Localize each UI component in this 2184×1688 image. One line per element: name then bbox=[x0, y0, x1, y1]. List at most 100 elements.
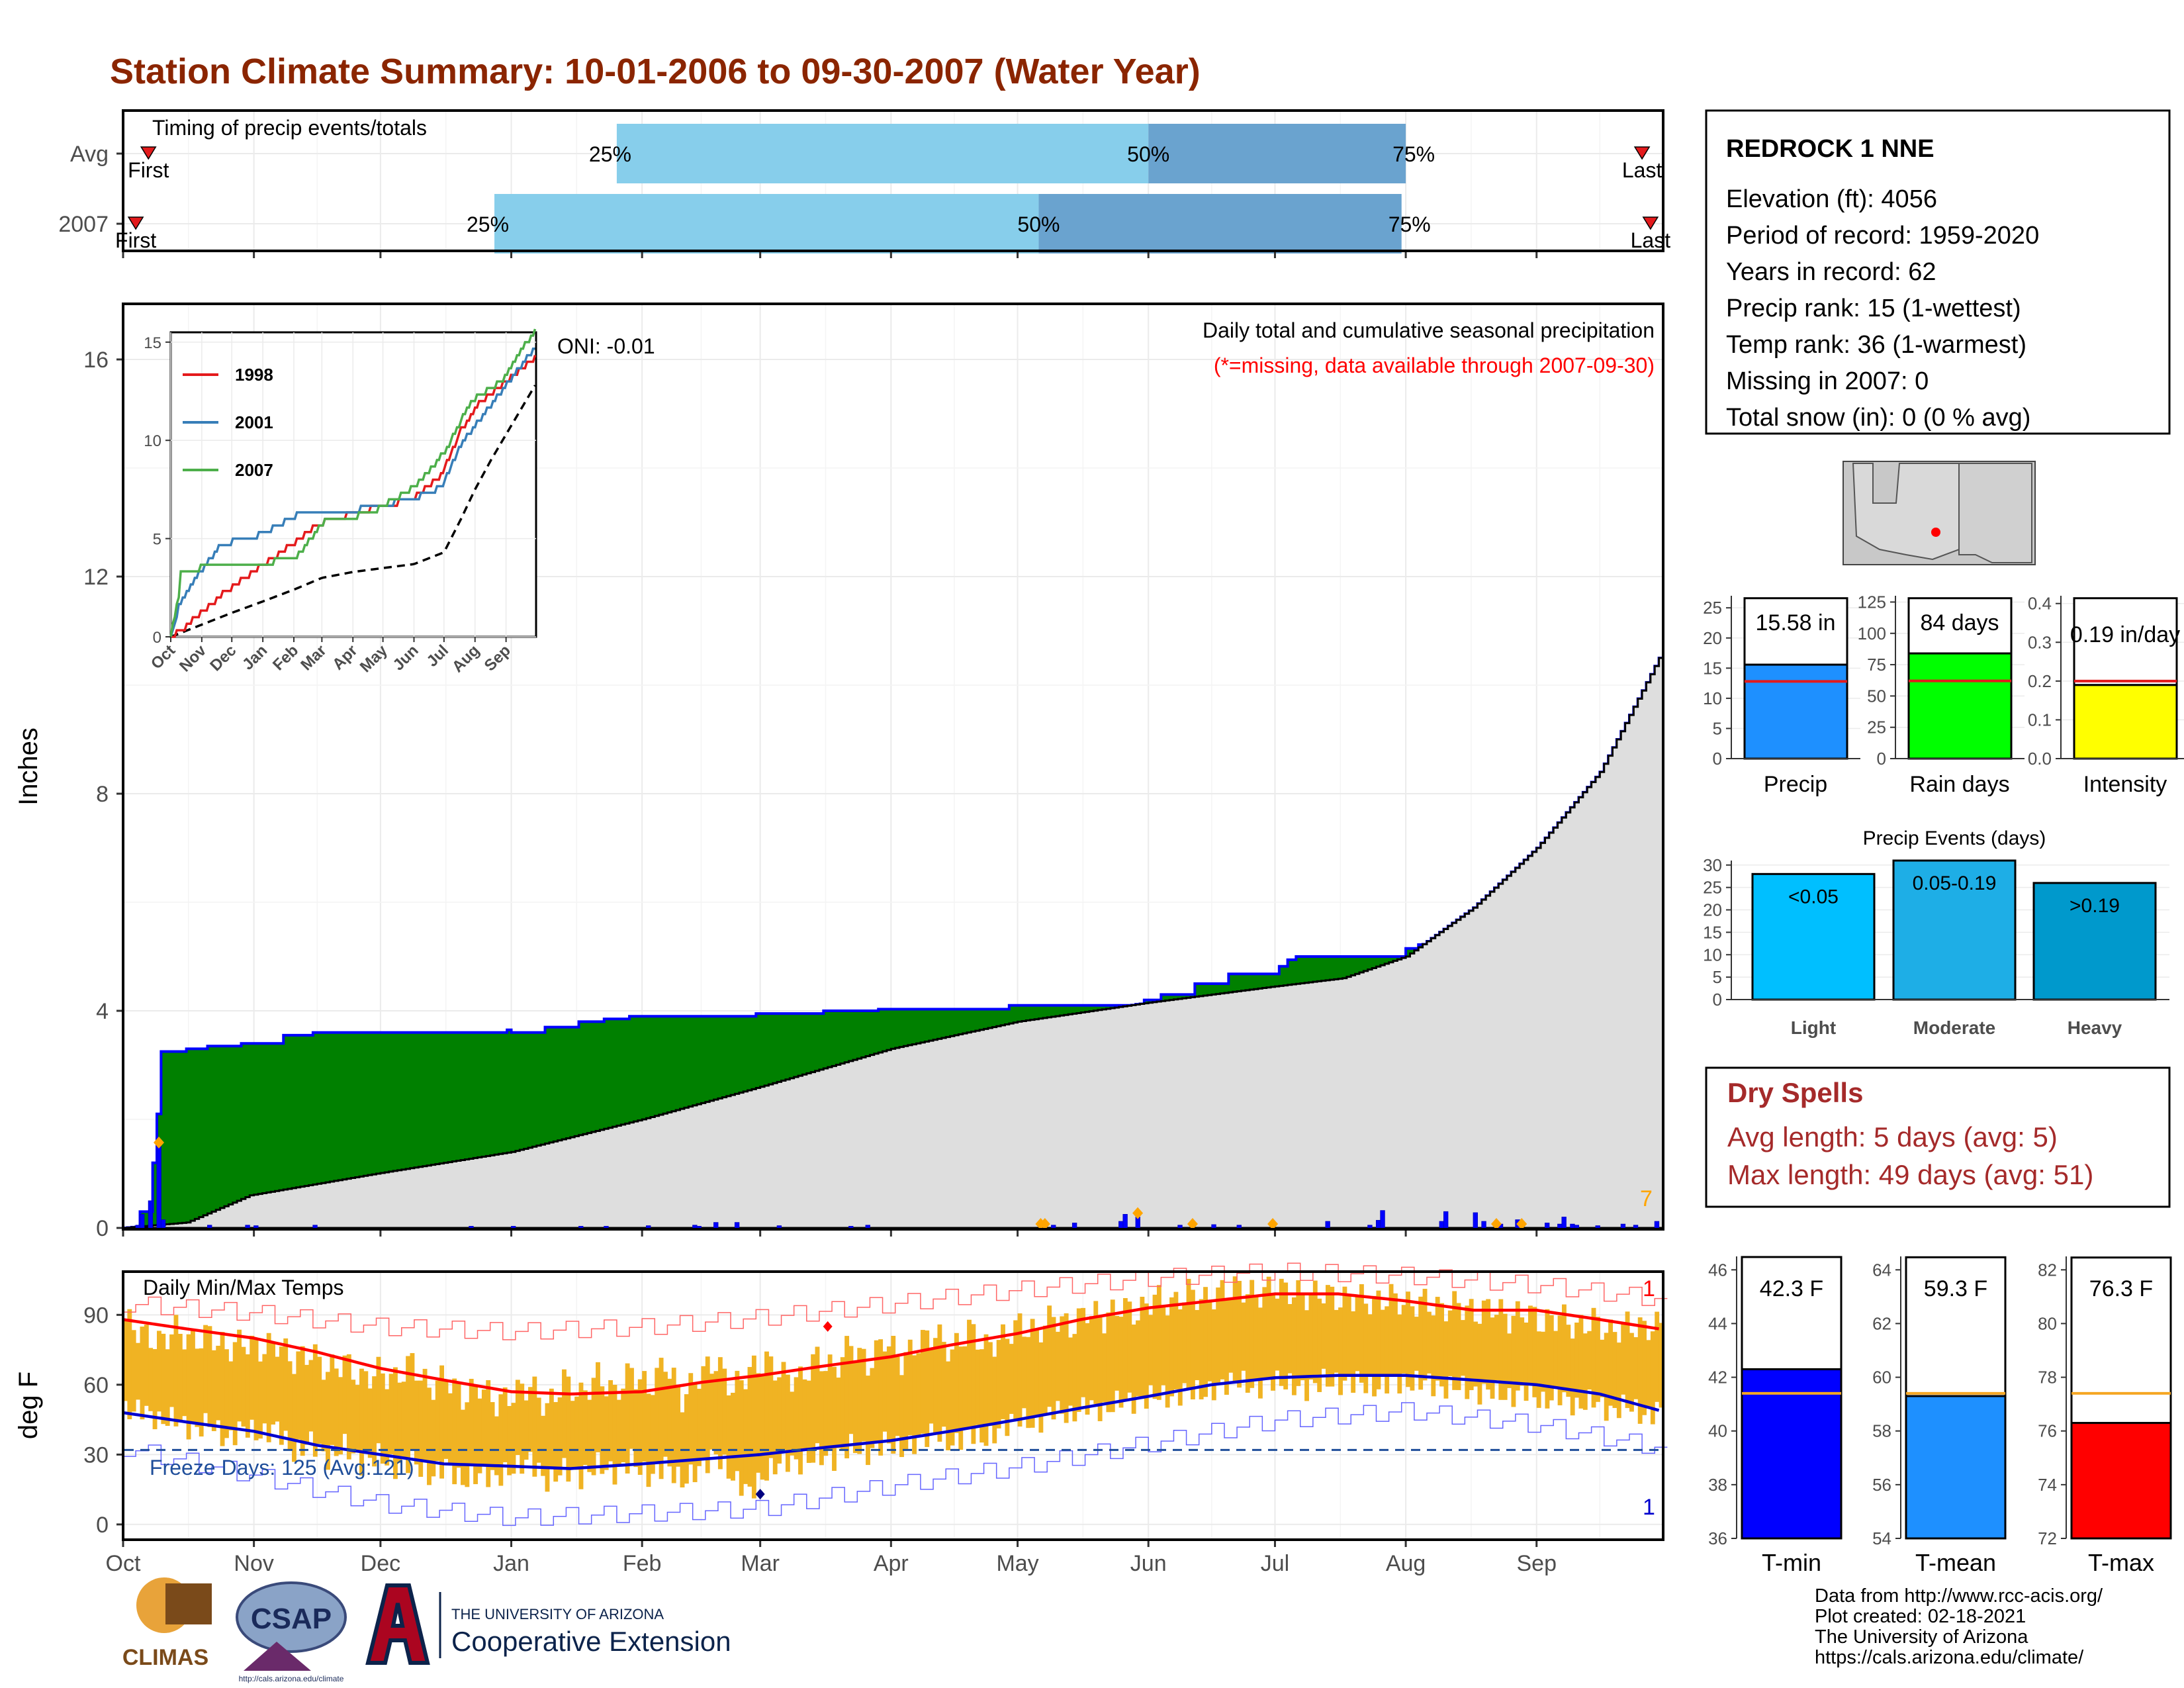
daily-temp-range-bar bbox=[1616, 1342, 1621, 1419]
daily-temp-range-bar bbox=[152, 1349, 158, 1430]
daily-temp-range-bar bbox=[971, 1324, 976, 1444]
temp-ytick-label: 0 bbox=[96, 1513, 109, 1538]
temp-bar-t-min bbox=[1741, 1368, 1843, 1540]
daily-temp-range-bar bbox=[191, 1330, 195, 1425]
daily-temp-range-bar bbox=[802, 1379, 807, 1451]
daily-temp-range-bar bbox=[1629, 1333, 1634, 1412]
daily-temp-range-bar bbox=[523, 1400, 529, 1460]
daily-temp-range-bar bbox=[241, 1346, 246, 1427]
timing-bar-q25-q50 bbox=[494, 194, 1039, 254]
daily-temp-range-bar bbox=[852, 1362, 858, 1454]
daily-temp-range-bar bbox=[1072, 1334, 1077, 1422]
record-low-line bbox=[123, 1402, 1668, 1526]
daily-temp-range-bar bbox=[216, 1345, 221, 1421]
temp-bar-ytick-label: 76 bbox=[2038, 1421, 2057, 1441]
daily-temp-range-bar bbox=[848, 1346, 854, 1434]
daily-temp-range-bar bbox=[253, 1338, 259, 1440]
daily-temp-range-bar bbox=[562, 1369, 567, 1458]
daily-temp-range-bar bbox=[1456, 1303, 1461, 1390]
daily-temp-range-bar bbox=[1321, 1303, 1326, 1369]
summary-bar-ytick-label: 125 bbox=[1858, 592, 1886, 612]
daily-temp-range-bar bbox=[861, 1348, 866, 1442]
events-ytick-label: 0 bbox=[1713, 990, 1722, 1009]
daily-temp-range-bar bbox=[785, 1374, 790, 1472]
daily-temp-range-bar bbox=[1511, 1315, 1516, 1407]
daily-temp-range-bar bbox=[1557, 1315, 1563, 1405]
daily-temp-range-bar bbox=[1089, 1316, 1094, 1401]
daily-temp-range-bar bbox=[1330, 1286, 1335, 1387]
timing-bar-q25-q50 bbox=[616, 124, 1149, 183]
daily-temp-range-bar bbox=[625, 1363, 630, 1474]
daily-temp-range-bar bbox=[629, 1368, 634, 1449]
summary-bar-value-label: 15.58 in bbox=[1756, 610, 1836, 635]
daily-temp-range-bar bbox=[840, 1357, 845, 1451]
daily-temp-range-bar bbox=[1312, 1280, 1318, 1383]
daily-temp-range-bar bbox=[992, 1356, 997, 1444]
daily-temp-range-bar bbox=[819, 1371, 824, 1466]
daily-temp-range-bar bbox=[954, 1333, 959, 1433]
daily-temp-range-bar bbox=[1566, 1325, 1571, 1397]
summary-bar-ytick-label: 0 bbox=[1877, 749, 1886, 769]
daily-temp-range-bar bbox=[140, 1327, 145, 1420]
daily-precip-bar bbox=[776, 1225, 782, 1229]
daily-temp-range-bar bbox=[684, 1394, 689, 1484]
inset-ytick-label: 15 bbox=[144, 334, 161, 352]
daily-temp-range-bar bbox=[983, 1334, 989, 1446]
station-info-line: Temp rank: 36 (1-warmest) bbox=[1726, 331, 2026, 359]
daily-temp-range-bar bbox=[1507, 1333, 1512, 1388]
daily-temp-range-bar bbox=[886, 1346, 891, 1444]
daily-temp-range-bar bbox=[655, 1368, 660, 1463]
daily-precip-bar bbox=[1118, 1221, 1124, 1229]
daily-temp-range-bar bbox=[1228, 1298, 1234, 1373]
daily-temp-range-bar bbox=[857, 1348, 862, 1454]
summary-bar-precip bbox=[1743, 663, 1848, 760]
precip-ytick-label: 12 bbox=[83, 565, 109, 590]
daily-temp-range-bar bbox=[342, 1355, 347, 1434]
daily-temp-range-bar bbox=[1545, 1309, 1550, 1409]
daily-temp-range-bar bbox=[1532, 1307, 1537, 1397]
daily-temp-range-bar bbox=[182, 1349, 187, 1417]
daily-temp-range-bar bbox=[447, 1393, 453, 1464]
daily-temp-range-bar bbox=[574, 1396, 580, 1470]
daily-precip-bar bbox=[1574, 1225, 1579, 1229]
daily-temp-range-bar bbox=[1224, 1299, 1229, 1395]
timing-q75-label: 75% bbox=[1388, 212, 1431, 236]
daily-temp-range-bar bbox=[1308, 1292, 1314, 1380]
daily-temp-range-bar bbox=[1397, 1314, 1402, 1394]
temp-bar-frame bbox=[1741, 1256, 1843, 1370]
daily-temp-range-bar bbox=[1216, 1287, 1221, 1383]
daily-temp-range-bar bbox=[1367, 1314, 1373, 1376]
daily-temp-range-bar bbox=[929, 1348, 934, 1424]
daily-temp-range-bar bbox=[717, 1357, 723, 1470]
events-ytick-label: 30 bbox=[1703, 855, 1722, 875]
temp-ytick-label: 30 bbox=[83, 1442, 109, 1468]
daily-temp-range-bar bbox=[895, 1356, 900, 1436]
logo-csap: CSAP http://cals.arizona.edu/climate bbox=[236, 1581, 347, 1683]
daily-temp-range-bar bbox=[1262, 1287, 1267, 1379]
daily-temp-range-bar bbox=[1199, 1299, 1204, 1399]
daily-temp-range-bar bbox=[287, 1361, 293, 1450]
temp-bar-ytick-label: 44 bbox=[1708, 1313, 1727, 1333]
daily-temp-range-bar bbox=[1253, 1297, 1259, 1380]
daily-precip-bar bbox=[1473, 1212, 1478, 1229]
summary-bar-frame bbox=[1743, 597, 1848, 666]
daily-temp-range-bar bbox=[709, 1374, 715, 1450]
dry-spells-lines: Avg length: 5 days (avg: 5) Max length: 4… bbox=[1727, 1121, 2093, 1190]
daily-temp-range-bar bbox=[271, 1342, 276, 1425]
month-label-jul: Jul bbox=[1261, 1551, 1289, 1576]
map-station-marker bbox=[1931, 528, 1940, 537]
summary-bar-ytick-label: 15 bbox=[1703, 658, 1722, 678]
summary-bar-ytick-label: 50 bbox=[1867, 686, 1886, 706]
climas-emblem-icon bbox=[165, 1583, 212, 1624]
daily-temp-range-bar bbox=[621, 1388, 626, 1462]
daily-temp-range-bar bbox=[1401, 1305, 1406, 1374]
daily-precip-bar bbox=[1325, 1221, 1330, 1229]
daily-temp-range-bar bbox=[545, 1403, 550, 1492]
precip-missing-note: (*=missing, data available through 2007-… bbox=[1214, 353, 1655, 377]
summary-bar-ytick-label: 0.3 bbox=[2028, 632, 2052, 652]
daily-temp-range-bar bbox=[1232, 1276, 1238, 1383]
daily-temp-range-bar bbox=[739, 1380, 744, 1496]
daily-temp-range-bar bbox=[1177, 1309, 1183, 1406]
daily-temp-range-bar bbox=[987, 1342, 993, 1426]
daily-temp-range-bar bbox=[355, 1385, 360, 1452]
